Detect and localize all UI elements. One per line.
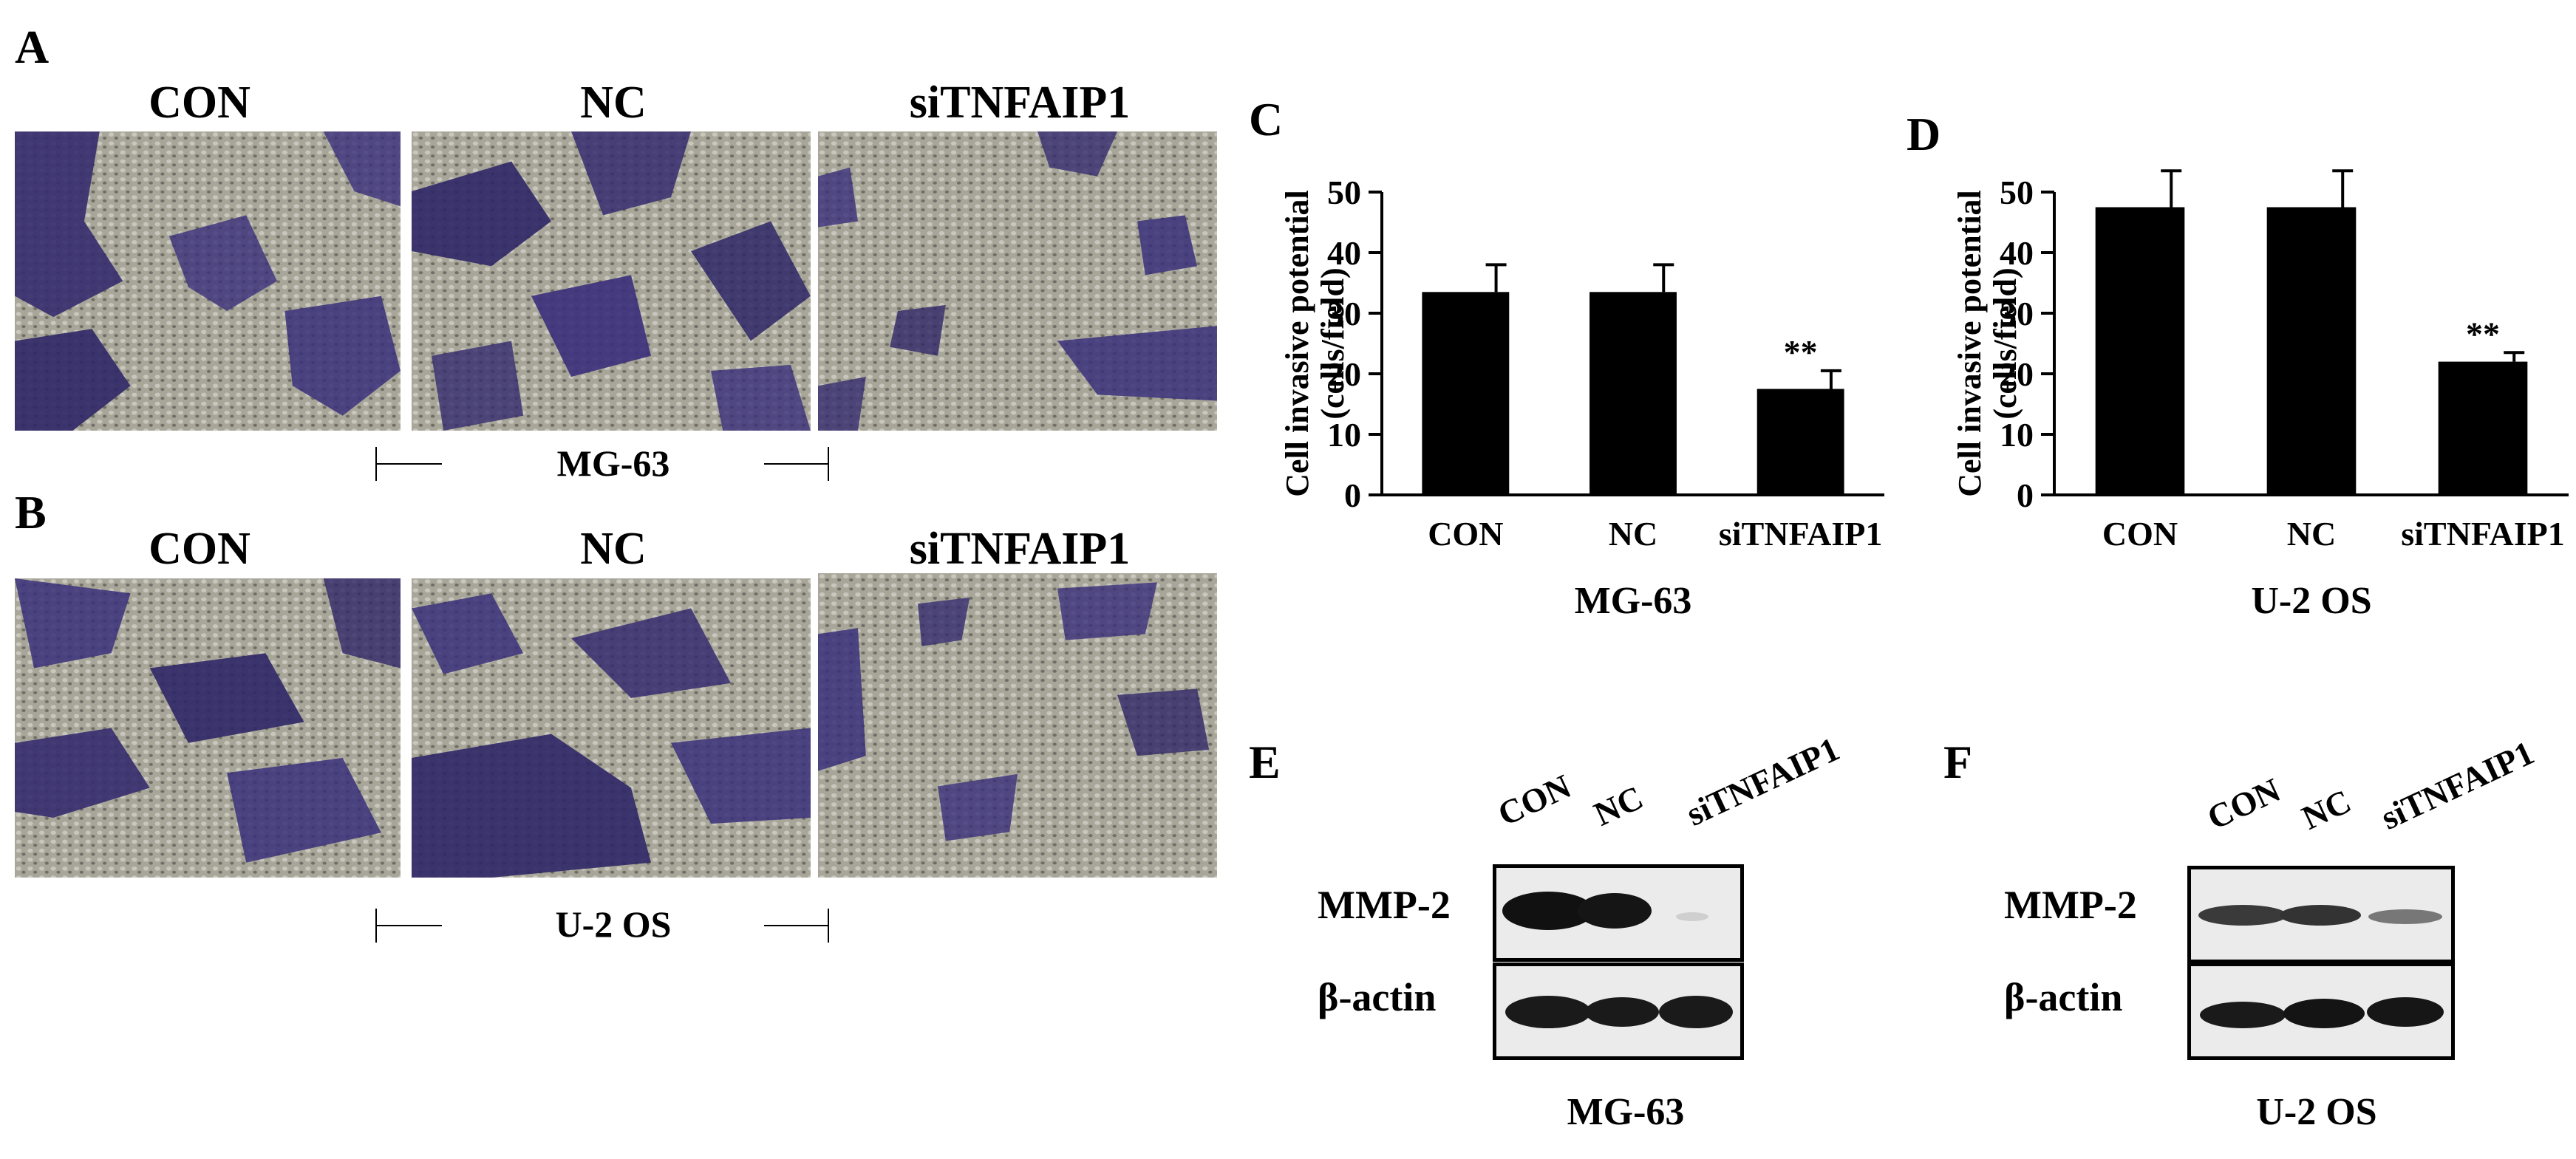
chart-c-bar-con [1422, 292, 1510, 495]
row-a-cell-line-label: MG-63 [556, 442, 670, 484]
column-label-nc: NC [580, 78, 647, 128]
chart-c-y-tick-label-5: 50 [1327, 174, 1361, 211]
chart-d-y-tick-label-5: 50 [2000, 174, 2034, 211]
scale-tick-left-b [375, 909, 377, 943]
bar-chart-c: 0 10 20 30 40 50 Cell invasive potential (cells… [1279, 174, 1884, 620]
chart-c-xlabel: MG-63 [1575, 580, 1692, 620]
chart-c-ylabel-line2: (cells/field) [1315, 267, 1351, 419]
chart-c-x-tick-label-sitnfaip1: siTNFAIP1 [1719, 515, 1883, 553]
chart-c-x-tick-label-nc: NC [1609, 515, 1657, 553]
chart-d-x-tick-label-con: CON [2102, 515, 2178, 553]
chart-c-y-tick-label-2: 20 [1327, 355, 1361, 393]
chart-d-y-tick-label-1: 10 [2000, 416, 2034, 454]
chart-d-x-tick-label-nc: NC [2287, 515, 2336, 553]
micrograph-b-con [15, 578, 401, 878]
chart-d-y-tick-label-2: 20 [2000, 355, 2034, 393]
micrograph-b-nc [412, 578, 811, 878]
chart-d-ylabel-line1: Cell invasive potential [1952, 190, 1988, 497]
blot-f-actin [2187, 963, 2455, 1060]
bar-chart-d: 0 10 20 30 40 50 Cell invasive potential (cells… [1952, 169, 2569, 620]
scale-line-right-b [764, 925, 829, 926]
column-label-sitnfaip1: siTNFAIP1 [909, 78, 1131, 128]
chart-d-y-tick-label-3: 30 [2000, 295, 2034, 332]
blot-e-mmp2 [1493, 864, 1744, 962]
scale-line-left-a [377, 463, 442, 465]
lane-label-f-sitnfaip1: siTNFAIP1 [2375, 733, 2540, 837]
chart-c-significance-sitnfaip1: ** [1784, 333, 1818, 371]
blot-f-mmp2 [2187, 866, 2455, 963]
chart-d-bar-sitnfaip1 [2438, 361, 2528, 495]
blot-f-cell-line-label: U-2 OS [2256, 1091, 2377, 1133]
panel-label-d: D [1907, 108, 1941, 160]
blot-e-actin [1493, 963, 1744, 1060]
chart-c-y-tick-label-4: 40 [1327, 234, 1361, 272]
blot-f-row-actin-label: β-actin [2004, 975, 2123, 1019]
blot-e-cell-line-label: MG-63 [1567, 1091, 1685, 1133]
lane-label-f-nc: NC [2296, 782, 2357, 837]
micrograph-b-sitnfaip1 [818, 573, 1217, 878]
chart-d-bar-con [2095, 207, 2185, 495]
panel-label-a: A [15, 21, 50, 73]
panel-label-e: E [1249, 736, 1281, 788]
chart-d-y-tick-label-0: 0 [2017, 476, 2034, 514]
scale-tick-left-a [375, 447, 377, 481]
column-label-sitnfaip1-b: siTNFAIP1 [909, 524, 1131, 574]
chart-d-y-tick-label-4: 40 [2000, 234, 2034, 272]
panel-label-c: C [1249, 93, 1284, 146]
scale-tick-right-a [828, 447, 829, 481]
blot-e-row-mmp2-label: MMP-2 [1318, 883, 1451, 927]
chart-c-bar-sitnfaip1 [1756, 389, 1844, 495]
chart-c-y-tick-label-3: 30 [1327, 295, 1361, 332]
micrograph-a-con [15, 131, 401, 431]
scale-line-right-a [764, 463, 829, 465]
chart-d-ylabel-line2: (cells/field) [1987, 267, 2023, 419]
scale-line-left-b [377, 925, 442, 926]
blot-e-row-actin-label: β-actin [1318, 975, 1437, 1019]
column-label-con-b: CON [149, 524, 251, 574]
chart-c-y-tick-label-0: 0 [1344, 476, 1361, 514]
panel-label-f: F [1943, 736, 1973, 788]
row-b-cell-line-label: U-2 OS [555, 903, 672, 945]
chart-c-ylabel-line1: Cell invasive potential [1279, 190, 1315, 497]
lane-label-f-con: CON [2201, 770, 2286, 837]
chart-d-significance-sitnfaip1: ** [2466, 315, 2500, 352]
column-label-nc-b: NC [580, 524, 647, 574]
panel-label-b: B [15, 486, 47, 539]
lane-label-e-sitnfaip1: siTNFAIP1 [1680, 729, 1845, 833]
chart-d-bar-nc [2266, 207, 2357, 495]
lane-label-e-con: CON [1492, 767, 1577, 833]
lane-label-e-nc: NC [1588, 778, 1649, 833]
micrograph-a-sitnfaip1 [818, 131, 1217, 431]
chart-c-y-tick-label-1: 10 [1327, 416, 1361, 454]
column-label-con: CON [149, 78, 251, 128]
micrograph-a-nc [412, 131, 811, 431]
chart-d-xlabel: U-2 OS [2251, 580, 2371, 620]
blot-f-row-mmp2-label: MMP-2 [2004, 883, 2137, 927]
chart-c-bar-nc [1589, 292, 1677, 495]
chart-c-x-tick-label-con: CON [1428, 515, 1503, 553]
chart-d-x-tick-label-sitnfaip1: siTNFAIP1 [2401, 515, 2565, 553]
scale-tick-right-b [828, 909, 829, 943]
